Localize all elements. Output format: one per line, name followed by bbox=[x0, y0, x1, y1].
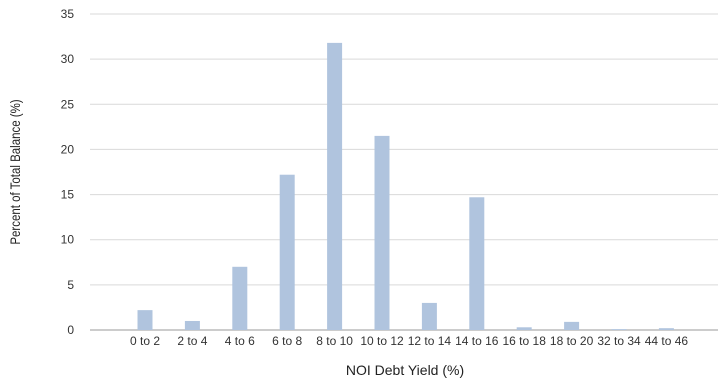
y-tick-label: 10 bbox=[61, 233, 75, 247]
x-axis-title: NOI Debt Yield (%) bbox=[346, 362, 464, 378]
bar bbox=[327, 42, 343, 331]
y-tick-label: 30 bbox=[61, 52, 75, 66]
x-tick-label: 8 to 10 bbox=[316, 334, 353, 348]
bar bbox=[184, 320, 200, 330]
y-tick-label: 35 bbox=[61, 7, 75, 21]
x-tick-label: 4 to 6 bbox=[225, 334, 255, 348]
x-tick-label: 10 to 12 bbox=[360, 334, 404, 348]
y-tick-label: 25 bbox=[61, 97, 75, 111]
x-axis-ticks: 0 to 2 2 to 4 4 to 6 6 to 8 8 to 10 10 to 12 1… bbox=[130, 334, 688, 348]
x-tick-label: 18 to 20 bbox=[550, 334, 594, 348]
y-tick-label: 15 bbox=[61, 188, 75, 202]
bar bbox=[374, 135, 390, 330]
bar bbox=[279, 174, 295, 330]
grid-lines bbox=[90, 13, 718, 331]
bar bbox=[516, 327, 532, 330]
bar bbox=[611, 329, 627, 330]
x-tick-label: 16 to 18 bbox=[503, 334, 547, 348]
x-tick-label: 0 to 2 bbox=[130, 334, 160, 348]
y-axis-ticks: 0 5 10 15 20 25 30 35 bbox=[61, 7, 75, 337]
bar bbox=[469, 197, 485, 330]
x-tick-label: 32 to 34 bbox=[597, 334, 641, 348]
x-tick-label: 44 to 46 bbox=[645, 334, 689, 348]
x-tick-label: 12 to 14 bbox=[408, 334, 452, 348]
bar bbox=[421, 302, 437, 330]
y-tick-label: 5 bbox=[67, 278, 74, 292]
bars bbox=[137, 42, 674, 331]
x-tick-label: 6 to 8 bbox=[272, 334, 302, 348]
x-tick-label: 2 to 4 bbox=[177, 334, 207, 348]
bar bbox=[232, 266, 248, 330]
y-tick-label: 20 bbox=[61, 142, 75, 156]
bar bbox=[658, 328, 674, 330]
y-tick-label: 0 bbox=[67, 323, 74, 337]
bar bbox=[137, 310, 153, 330]
y-axis-title: Percent of Total Balance (%) bbox=[7, 99, 23, 244]
x-tick-label: 14 to 16 bbox=[455, 334, 499, 348]
bar bbox=[564, 321, 580, 330]
